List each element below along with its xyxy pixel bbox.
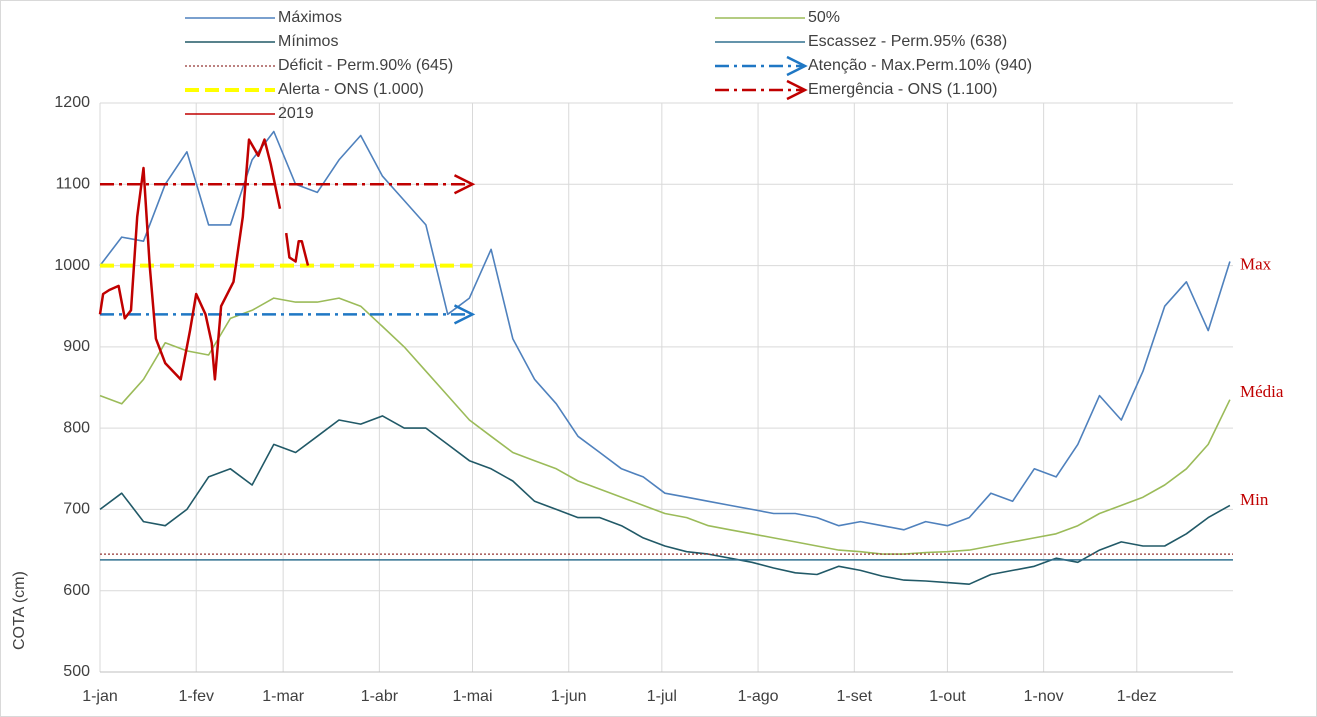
- x-tick-label: 1-nov: [1024, 688, 1064, 705]
- x-tick-label: 1-jun: [551, 688, 587, 705]
- y-tick-label: 1000: [54, 257, 90, 274]
- x-tick-label: 1-mar: [262, 688, 304, 705]
- y-tick-label: 900: [63, 338, 90, 355]
- y-tick-label: 1200: [54, 94, 90, 111]
- y-tick-label: 1100: [56, 176, 91, 193]
- legend-label: Déficit - Perm.90% (645): [278, 57, 453, 74]
- legend-label: 50%: [808, 9, 840, 26]
- legend-label: 2019: [278, 105, 314, 122]
- legend-arrow: [786, 55, 808, 77]
- y-tick-label: 600: [63, 582, 90, 599]
- legend-label: Máximos: [278, 9, 342, 26]
- y-tick-label: 800: [63, 419, 90, 436]
- annotation: Média: [1240, 382, 1284, 401]
- x-tick-label: 1-set: [837, 688, 873, 705]
- annotation: Min: [1240, 490, 1269, 509]
- y-tick-label: 500: [63, 663, 90, 680]
- legend-label: Atenção - Max.Perm.10% (940): [808, 57, 1032, 74]
- x-tick-label: 1-mai: [452, 688, 492, 705]
- legend-label: Emergência - ONS (1.100): [808, 81, 997, 98]
- annotation: Max: [1240, 254, 1272, 273]
- series-line: [99, 130, 1231, 531]
- x-tick-label: 1-jul: [647, 688, 677, 705]
- y-axis-label: COTA (cm): [11, 571, 28, 650]
- x-tick-label: 1-ago: [738, 688, 779, 705]
- x-tick-label: 1-fev: [178, 688, 214, 705]
- reference-arrow: [453, 304, 476, 325]
- x-tick-label: 1-abr: [361, 688, 399, 705]
- series-line: [98, 138, 310, 381]
- legend-label: Escassez - Perm.95% (638): [808, 33, 1007, 50]
- legend-label: Mínimos: [278, 33, 338, 50]
- x-tick-label: 1-out: [929, 688, 966, 705]
- x-tick-label: 1-dez: [1117, 688, 1157, 705]
- legend-label: Alerta - ONS (1.000): [278, 81, 424, 98]
- series-line: [99, 297, 1231, 555]
- y-tick-label: 700: [63, 501, 90, 518]
- x-tick-label: 1-jan: [82, 688, 118, 705]
- legend-arrow: [786, 79, 808, 101]
- reference-arrow: [453, 174, 476, 195]
- series-line: [99, 415, 1231, 585]
